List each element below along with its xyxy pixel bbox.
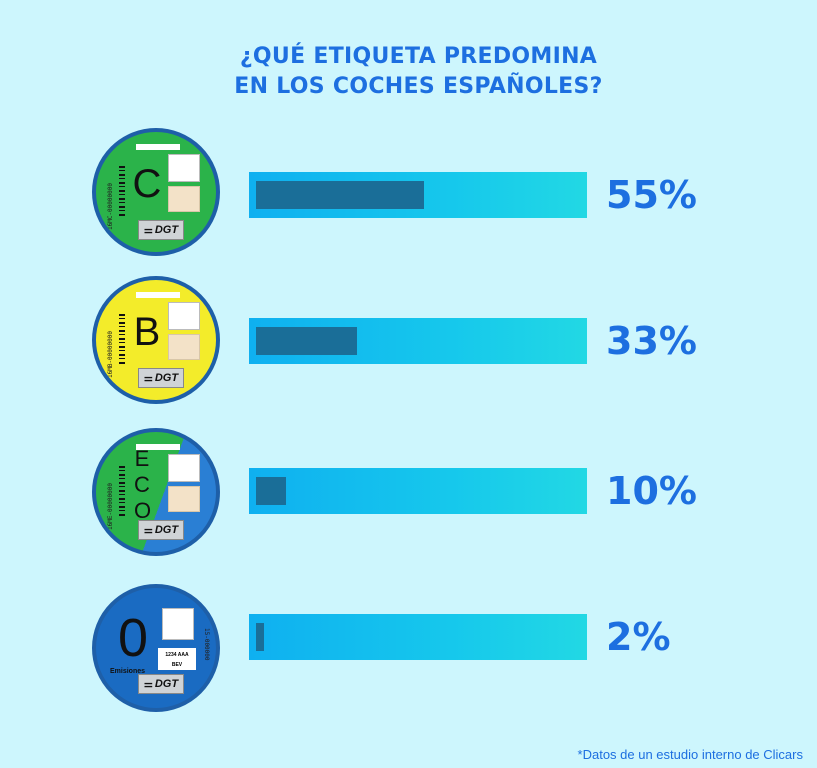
badge-topbar [136,292,180,298]
badge-box [168,486,200,512]
badge-letter: B [133,310,161,354]
bar-track [249,468,587,514]
row-zero: 0 Emisiones 1234 AAA BEV 15-000000 ⚌ DGT … [0,584,817,714]
dgt-logo-icon: ⚌ DGT [138,674,184,694]
bar-track [249,172,587,218]
value-label: 55% [606,173,697,217]
badge-box [168,454,200,482]
badge-box [162,608,194,640]
footnote: *Datos de un estudio interno de Clicars [577,747,803,762]
badge-letter: 0 [117,608,149,668]
dgt-logo-icon: ⚌ DGT [138,220,184,240]
label-zero-badge: 0 Emisiones 1234 AAA BEV 15-000000 ⚌ DGT [92,584,220,712]
bar [256,181,424,209]
value-label: 2% [606,615,671,659]
bar-track [249,614,587,660]
badge-code: 15-000000 [203,628,210,661]
badge-code: 16MC-00000000 [107,183,114,230]
dgt-logo-icon: ⚌ DGT [138,520,184,540]
bar [256,623,264,651]
badge-box [168,186,200,212]
badge-plate: 1234 AAA BEV [158,648,196,670]
badge-box [168,154,200,182]
badge-sub: Emisiones [110,668,146,675]
barcode-icon [119,466,125,518]
badge-letter: ECO [134,446,152,523]
label-c-badge: 16MC-00000000 C ⚌ DGT [92,128,220,256]
plate-line-2: BEV [171,662,183,668]
plate-line-1: 1234 AAA [165,652,189,658]
badge-code: 16ME-00000000 [107,483,114,530]
dgt-logo-icon: ⚌ DGT [138,368,184,388]
bar [256,327,357,355]
barcode-icon [119,166,125,218]
title-line-1: ¿QUÉ ETIQUETA PREDOMINA [239,44,598,69]
barcode-icon [119,314,125,366]
badge-topbar [136,144,180,150]
badge-code: 16MB-00000000 [107,331,114,378]
row-c: 16MC-00000000 C ⚌ DGT 55% [0,128,817,258]
bar [256,477,286,505]
title-line-2: EN LOS COCHES ESPAÑOLES? [234,74,603,99]
row-eco: 16ME-00000000 ECO ⚌ DGT 10% [0,428,817,558]
badge-letter: C [132,162,162,206]
value-label: 10% [606,469,697,513]
badge-box [168,334,200,360]
badge-topbar [136,444,180,450]
label-b-badge: 16MB-00000000 B ⚌ DGT [92,276,220,404]
bar-track [249,318,587,364]
value-label: 33% [606,319,697,363]
label-eco-badge: 16ME-00000000 ECO ⚌ DGT [92,428,220,556]
row-b: 16MB-00000000 B ⚌ DGT 33% [0,276,817,406]
chart-title: ¿QUÉ ETIQUETA PREDOMINA EN LOS COCHES ES… [0,42,817,102]
badge-box [168,302,200,330]
